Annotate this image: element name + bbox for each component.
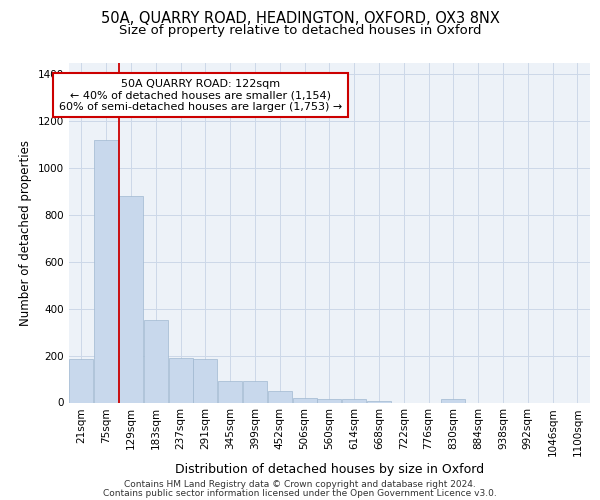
Bar	[144, 320, 168, 402]
Text: 50A, QUARRY ROAD, HEADINGTON, OXFORD, OX3 8NX: 50A, QUARRY ROAD, HEADINGTON, OXFORD, OX…	[101, 11, 499, 26]
Bar	[442, 399, 466, 402]
Bar	[342, 399, 366, 402]
Text: Contains HM Land Registry data © Crown copyright and database right 2024.: Contains HM Land Registry data © Crown c…	[124, 480, 476, 489]
X-axis label: Distribution of detached houses by size in Oxford: Distribution of detached houses by size …	[175, 463, 484, 476]
Bar	[268, 391, 292, 402]
Text: Size of property relative to detached houses in Oxford: Size of property relative to detached ho…	[119, 24, 481, 37]
Y-axis label: Number of detached properties: Number of detached properties	[19, 140, 32, 326]
Bar	[317, 399, 341, 402]
Text: 50A QUARRY ROAD: 122sqm
← 40% of detached houses are smaller (1,154)
60% of semi: 50A QUARRY ROAD: 122sqm ← 40% of detache…	[59, 78, 342, 112]
Bar	[193, 359, 217, 403]
Bar	[169, 358, 193, 403]
Bar	[218, 382, 242, 402]
Bar	[243, 382, 267, 402]
Bar	[119, 196, 143, 402]
Text: Contains public sector information licensed under the Open Government Licence v3: Contains public sector information licen…	[103, 489, 497, 498]
Bar	[70, 359, 94, 403]
Bar	[293, 398, 317, 402]
Bar	[94, 140, 118, 402]
